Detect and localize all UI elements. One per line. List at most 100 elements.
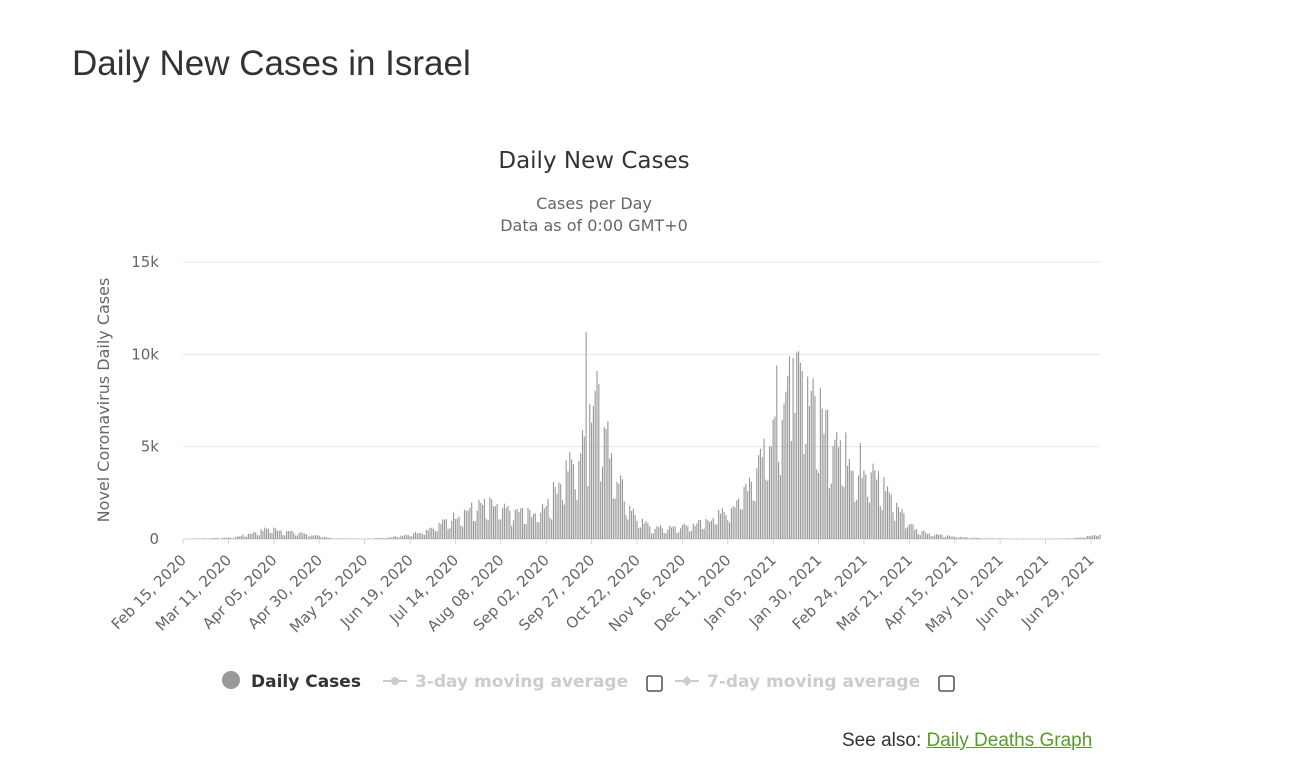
bar [785, 391, 787, 539]
bar [816, 469, 818, 539]
bar-series[interactable] [184, 332, 1101, 539]
bar [336, 538, 338, 539]
bar [970, 538, 972, 539]
bar [796, 352, 798, 539]
bar [322, 537, 324, 539]
bar [236, 536, 239, 539]
bar [574, 489, 576, 539]
bar [1077, 537, 1079, 539]
bar [465, 510, 467, 539]
bar [612, 498, 614, 539]
bar [325, 537, 328, 539]
bar [798, 351, 800, 539]
bar [1064, 538, 1067, 539]
bar [638, 527, 640, 539]
bar [792, 358, 794, 539]
bar [618, 484, 620, 539]
bar [718, 509, 720, 539]
bar [287, 530, 289, 539]
legend-checkbox-3-day[interactable] [646, 675, 663, 692]
daily-deaths-graph-link[interactable]: Daily Deaths Graph [926, 730, 1093, 751]
bar [565, 460, 567, 539]
legend-item-3-day-average[interactable]: 3-day moving average [383, 672, 628, 692]
bar [1092, 535, 1094, 539]
bar [487, 520, 489, 539]
bar [934, 535, 936, 539]
bar [422, 534, 424, 539]
bar [1090, 535, 1092, 539]
bar [805, 443, 807, 539]
bar [255, 532, 257, 539]
bar [258, 535, 260, 539]
bar [253, 531, 255, 539]
bar [1093, 534, 1096, 539]
legend-item-7-day-average[interactable]: 7-day moving average [675, 672, 920, 692]
bar [1084, 537, 1087, 539]
bar [271, 533, 273, 539]
bar [316, 535, 318, 539]
bar [601, 466, 604, 539]
bar [761, 457, 763, 539]
bar [540, 512, 542, 539]
bar [242, 534, 244, 539]
bar [1083, 537, 1085, 539]
bar [986, 538, 988, 539]
bar [304, 533, 306, 539]
bar [451, 520, 453, 539]
bar [298, 532, 300, 539]
y-tick-label: 0 [149, 530, 159, 548]
bar [843, 487, 845, 539]
bar [514, 509, 516, 539]
bar [592, 405, 594, 539]
bar [885, 491, 887, 539]
bar [293, 532, 295, 539]
bar [309, 536, 311, 539]
bar [897, 506, 900, 539]
bar [549, 517, 551, 539]
bar [594, 390, 596, 539]
bar [1075, 537, 1077, 539]
bar [249, 533, 251, 539]
bar [632, 508, 634, 539]
bar [660, 525, 662, 539]
bar [480, 502, 482, 539]
bar [344, 538, 346, 539]
bar [683, 523, 685, 539]
bar [591, 422, 593, 539]
bar [563, 504, 565, 539]
bar [569, 451, 571, 539]
bar [213, 538, 215, 539]
bar [307, 536, 309, 539]
bar [847, 465, 849, 539]
bar [955, 537, 958, 539]
y-axis-label: Novel Coronavirus Daily Cases [94, 278, 113, 523]
bar [374, 538, 377, 539]
legend-item-daily-cases[interactable]: Daily Cases [222, 671, 361, 692]
bar [483, 499, 485, 539]
bar [896, 502, 898, 539]
bar [489, 497, 491, 539]
bar [687, 526, 689, 539]
bar [837, 447, 840, 539]
bar [672, 526, 674, 539]
bar [883, 477, 885, 539]
bar [447, 529, 449, 539]
bar [1099, 534, 1101, 539]
bar [975, 537, 978, 539]
bar [541, 503, 544, 539]
bar [518, 512, 520, 539]
bar [445, 519, 447, 539]
bar [665, 533, 667, 539]
bar [329, 538, 331, 539]
bar [716, 524, 718, 539]
bar [429, 528, 431, 539]
bar [689, 531, 691, 539]
bar [874, 470, 876, 539]
bar [313, 535, 315, 539]
bar [910, 523, 912, 539]
bar [391, 537, 393, 539]
legend-checkbox-7-day[interactable] [938, 675, 955, 692]
bar [821, 408, 823, 539]
bar [1066, 538, 1068, 539]
bar [787, 375, 789, 539]
